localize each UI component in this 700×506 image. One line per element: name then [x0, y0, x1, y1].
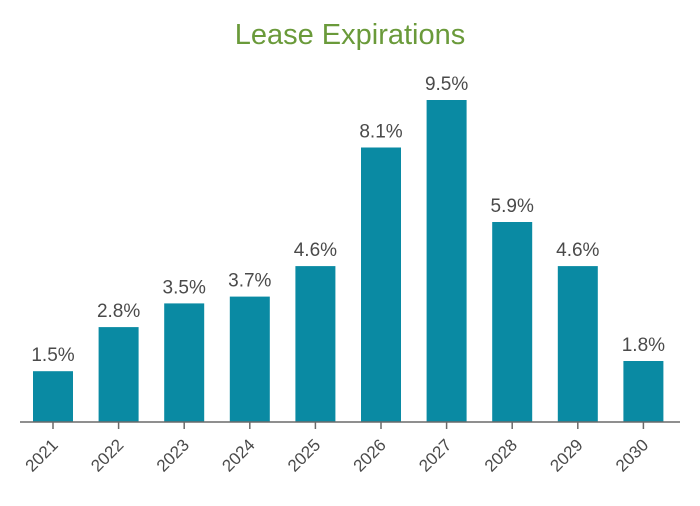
bar-2030 [623, 361, 664, 422]
bar-2026 [361, 147, 401, 422]
bar-2027 [426, 100, 467, 422]
bars-layer [33, 100, 664, 422]
x-ticks-layer: 2021 2022 2023 2024 2025 2026 2027 2028 2029 2030 [22, 422, 652, 476]
bar-2023 [164, 303, 205, 422]
x-tick-label-2028: 2028 [481, 435, 521, 475]
bar-2029 [557, 266, 598, 422]
x-tick-label-2021: 2021 [22, 435, 62, 475]
bar-2021 [33, 371, 73, 422]
value-labels-layer: 1.5% 2.8% 3.5% 3.7% 4.6% 8.1% 9.5% 5.9% 4.6% 1.8% [31, 74, 665, 366]
data-label-2029: 4.6% [556, 240, 599, 261]
x-tick-label-2029: 2029 [546, 435, 586, 475]
x-tick-label-2027: 2027 [415, 435, 455, 475]
x-tick-label-2023: 2023 [153, 435, 193, 475]
bar-2025 [295, 266, 336, 422]
x-tick-label-2030: 2030 [612, 435, 652, 475]
x-tick-label-2022: 2022 [87, 435, 127, 475]
x-tick-label-2025: 2025 [284, 435, 324, 475]
data-label-2025: 4.6% [294, 240, 337, 261]
chart-title: Lease Expirations [235, 19, 466, 51]
bar-2028 [492, 222, 533, 422]
data-label-2023: 3.5% [163, 277, 206, 298]
x-tick-label-2024: 2024 [218, 435, 258, 475]
x-tick-label-2026: 2026 [350, 435, 390, 475]
data-label-2030: 1.8% [622, 335, 665, 356]
data-label-2022: 2.8% [97, 301, 140, 322]
data-label-2028: 5.9% [491, 196, 534, 217]
data-label-2021: 1.5% [31, 345, 74, 366]
data-label-2024: 3.7% [228, 271, 271, 292]
data-label-2027: 9.5% [425, 74, 468, 95]
bar-2022 [98, 327, 139, 422]
data-label-2026: 8.1% [359, 122, 402, 143]
bar-2024 [229, 296, 270, 422]
